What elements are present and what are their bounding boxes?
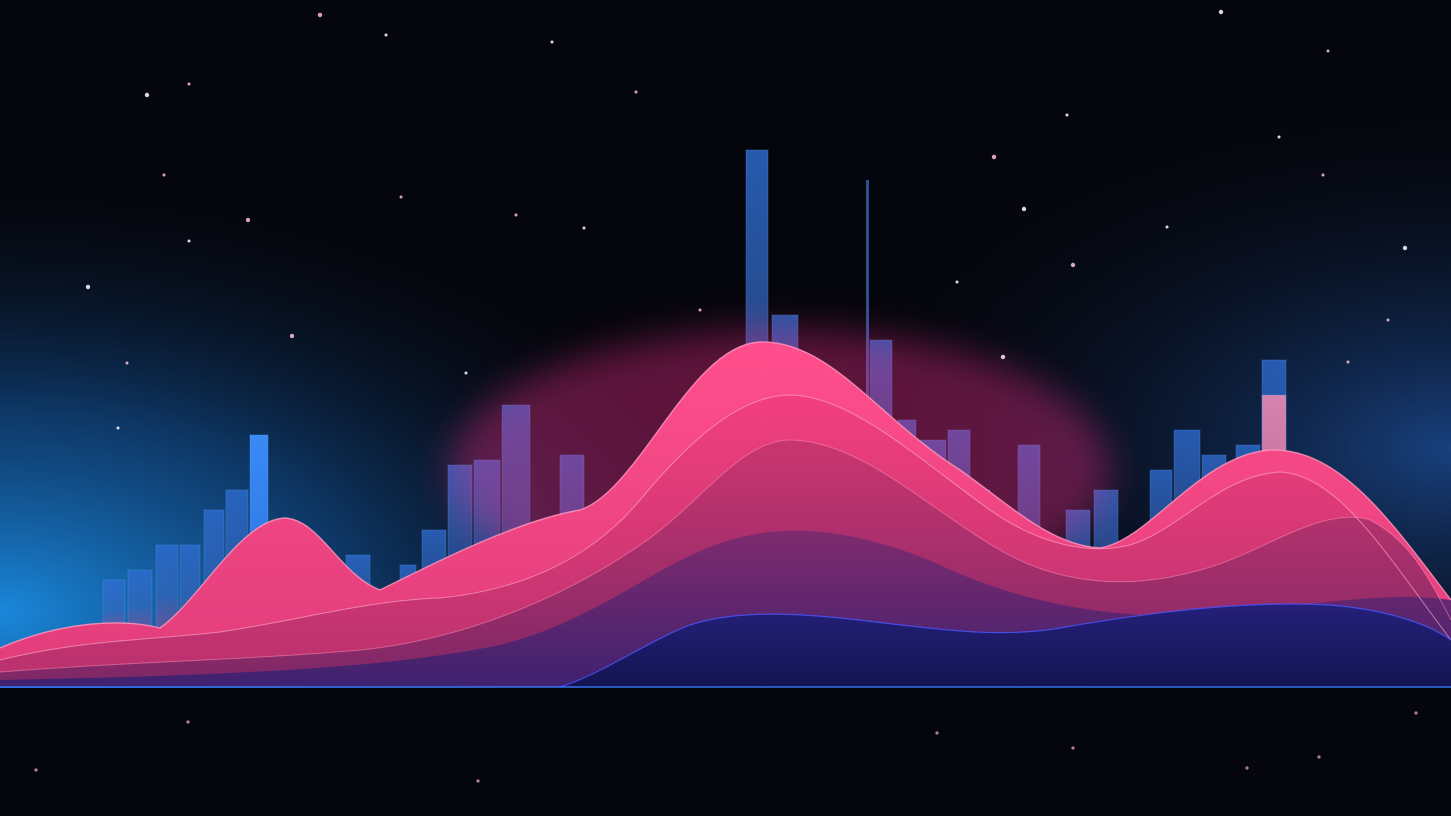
star-26 [125, 361, 129, 365]
star-17 [187, 239, 191, 243]
wave-layers [0, 341, 1451, 688]
lower-star-4 [1071, 746, 1075, 750]
wave-highlight-1 [0, 341, 1451, 649]
star-31 [1000, 354, 1006, 360]
star-8 [1326, 49, 1330, 53]
star-32 [1386, 318, 1390, 322]
star-4 [317, 12, 323, 18]
bar-2 [127, 569, 153, 631]
star-6 [634, 90, 638, 94]
star-7 [1218, 9, 1224, 15]
star-25 [1402, 245, 1408, 251]
lower-star-5 [1317, 755, 1321, 759]
star-21 [955, 280, 959, 284]
star-27 [116, 426, 120, 430]
star-12 [1321, 173, 1325, 177]
star-3 [384, 33, 388, 37]
lower-star-7 [1414, 711, 1418, 715]
lower-star-6 [935, 731, 939, 735]
star-22 [1070, 262, 1076, 268]
star-18 [162, 173, 166, 177]
lower-star-2 [186, 720, 190, 724]
star-30 [698, 308, 702, 312]
star-14 [514, 213, 518, 217]
star-9 [1065, 113, 1069, 117]
star-16 [245, 217, 251, 223]
wave-highlight-5 [559, 603, 1451, 688]
star-field [85, 9, 1408, 430]
star-2 [187, 82, 191, 86]
lower-star-field [34, 711, 1418, 783]
star-19 [85, 284, 91, 290]
star-15 [582, 226, 586, 230]
lower-star-8 [476, 779, 480, 783]
star-28 [289, 333, 295, 339]
star-29 [464, 371, 468, 375]
star-20 [399, 195, 403, 199]
wave-layer-5 [560, 603, 1451, 687]
wave-highlight-2 [0, 394, 1451, 661]
star-11 [1277, 135, 1281, 139]
wave-highlight-3 [0, 439, 1451, 673]
ground [0, 688, 1451, 816]
star-1 [144, 92, 150, 98]
star-23 [1165, 225, 1169, 229]
star-10 [991, 154, 997, 160]
lower-star-3 [1245, 766, 1249, 770]
star-24 [1346, 360, 1350, 364]
lower-star-1 [34, 768, 38, 772]
star-5 [550, 40, 554, 44]
star-13 [1021, 206, 1027, 212]
